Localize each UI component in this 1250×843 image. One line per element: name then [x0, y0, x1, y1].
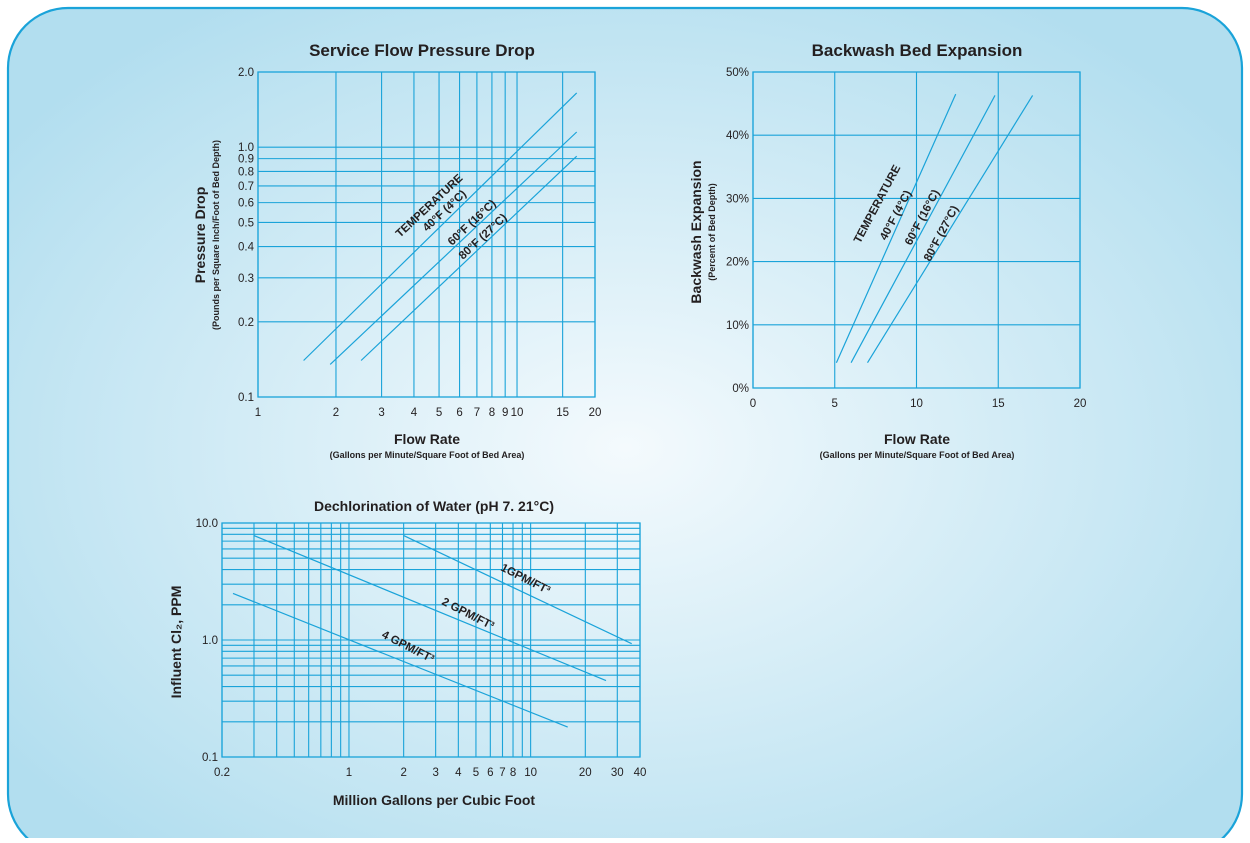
x-tick-label: 5 [473, 767, 479, 779]
plot-frame [221, 522, 641, 758]
x-tick-label: 0 [750, 398, 756, 410]
x-tick-label: 7 [474, 407, 480, 419]
x-tick-label: 15 [556, 407, 569, 419]
y-tick-label: 10% [726, 320, 749, 332]
series-line-1 [835, 93, 957, 363]
y-axis-label: Influent Cl₂, PPM [168, 586, 184, 699]
y-tick-label: 0.5 [238, 217, 254, 229]
x-axis-label: Flow Rate [394, 431, 460, 447]
series-line-2 [253, 535, 607, 682]
y-tick-label: 0.4 [238, 242, 255, 254]
y-tick-label: 20% [726, 257, 749, 269]
x-tick-label: 20 [579, 767, 592, 779]
x-tick-label: 7 [499, 767, 505, 779]
y-tick-label: 0.6 [238, 198, 254, 210]
y-axis-label: Pressure Drop [192, 187, 208, 283]
x-tick-label: 20 [1074, 398, 1087, 410]
series-line-1 [403, 535, 632, 645]
x-tick-label: 40 [634, 767, 647, 779]
x-axis-sublabel: (Gallons per Minute/Square Foot of Bed A… [820, 450, 1015, 460]
panel-background [6, 6, 1244, 843]
x-tick-label: 20 [589, 407, 602, 419]
series-line-3 [866, 95, 1034, 364]
x-tick-label: 30 [611, 767, 624, 779]
y-tick-label: 0.1 [202, 752, 218, 764]
series [303, 92, 578, 365]
y-tick-label: 40% [726, 130, 749, 142]
series-line-2 [329, 131, 578, 365]
ticks: 0 5 10 15 20 0% 10% 20% 30% 40% 50% [726, 67, 1086, 410]
y-tick-label: 0.2 [238, 317, 254, 329]
x-tick-label: 5 [832, 398, 838, 410]
grid [221, 522, 641, 758]
x-tick-label: 8 [489, 407, 495, 419]
ticks: 0.2 1 2 3 4 5 6 7 8 10 20 30 40 0.1 1.0 10.0 [196, 518, 647, 779]
y-tick-label: 30% [726, 193, 749, 205]
x-axis-label: Flow Rate [884, 431, 950, 447]
series-line-3 [232, 592, 568, 728]
x-tick-label: 4 [411, 407, 418, 419]
y-tick-label: 50% [726, 67, 749, 79]
series [232, 535, 632, 728]
x-tick-label: 1 [255, 407, 261, 419]
grid [752, 71, 1081, 389]
ticks: 1 2 3 4 5 6 7 8 9 10 15 20 0.1 0.2 0.3 0.4 0.5 0.6 0.7 0.80… [238, 67, 601, 419]
x-tick-label: 10 [511, 407, 524, 419]
chart-title: Dechlorination of Water (pH 7. 21°C) [314, 498, 554, 514]
series-line-3 [360, 155, 578, 361]
x-tick-label: 9 [502, 407, 508, 419]
plot-frame [752, 71, 1081, 389]
x-tick-label: 8 [510, 767, 516, 779]
chart-title: Service Flow Pressure Drop [309, 41, 535, 60]
x-tick-label: 2 [333, 407, 339, 419]
plot-frame [257, 71, 596, 398]
y-tick-label: 0.3 [238, 273, 254, 285]
y-tick-label: 0.8 [238, 166, 254, 178]
y-tick-label: 10.0 [196, 518, 218, 530]
y-axis-sublabel: (Pounds per Square Inch/Foot of Bed Dept… [211, 140, 221, 330]
grid [257, 71, 596, 398]
x-tick-label: 3 [432, 767, 438, 779]
x-tick-label: 10 [910, 398, 923, 410]
series-line-1 [303, 92, 578, 361]
x-tick-label: 10 [524, 767, 537, 779]
chart-title: Backwash Bed Expansion [812, 41, 1023, 60]
series-line-2 [850, 95, 996, 363]
y-tick-label: 0.1 [238, 392, 254, 404]
y-tick-label: 0% [732, 383, 749, 395]
x-axis-sublabel: (Gallons per Minute/Square Foot of Bed A… [330, 450, 525, 460]
x-tick-label: 15 [992, 398, 1005, 410]
x-tick-label: 6 [487, 767, 493, 779]
y-tick-label: 0.7 [238, 181, 254, 193]
x-tick-label: 1 [346, 767, 352, 779]
y-tick-label: 2.0 [238, 67, 254, 79]
x-tick-label: 4 [455, 767, 462, 779]
y-tick-label: 1.0 [202, 635, 218, 647]
y-tick-label: 0.9 [238, 154, 254, 166]
y-axis-sublabel: (Percent of Bed Depth) [707, 183, 717, 281]
x-tick-label: 2 [400, 767, 406, 779]
x-tick-label: 5 [436, 407, 442, 419]
x-tick-label: 6 [456, 407, 462, 419]
y-axis-label: Backwash Expansion [688, 160, 704, 303]
series [835, 93, 1034, 364]
x-tick-label: 3 [378, 407, 384, 419]
x-axis-label: Million Gallons per Cubic Foot [333, 792, 536, 808]
x-tick-label: 0.2 [214, 767, 230, 779]
y-tick-label: 1.0 [238, 142, 254, 154]
